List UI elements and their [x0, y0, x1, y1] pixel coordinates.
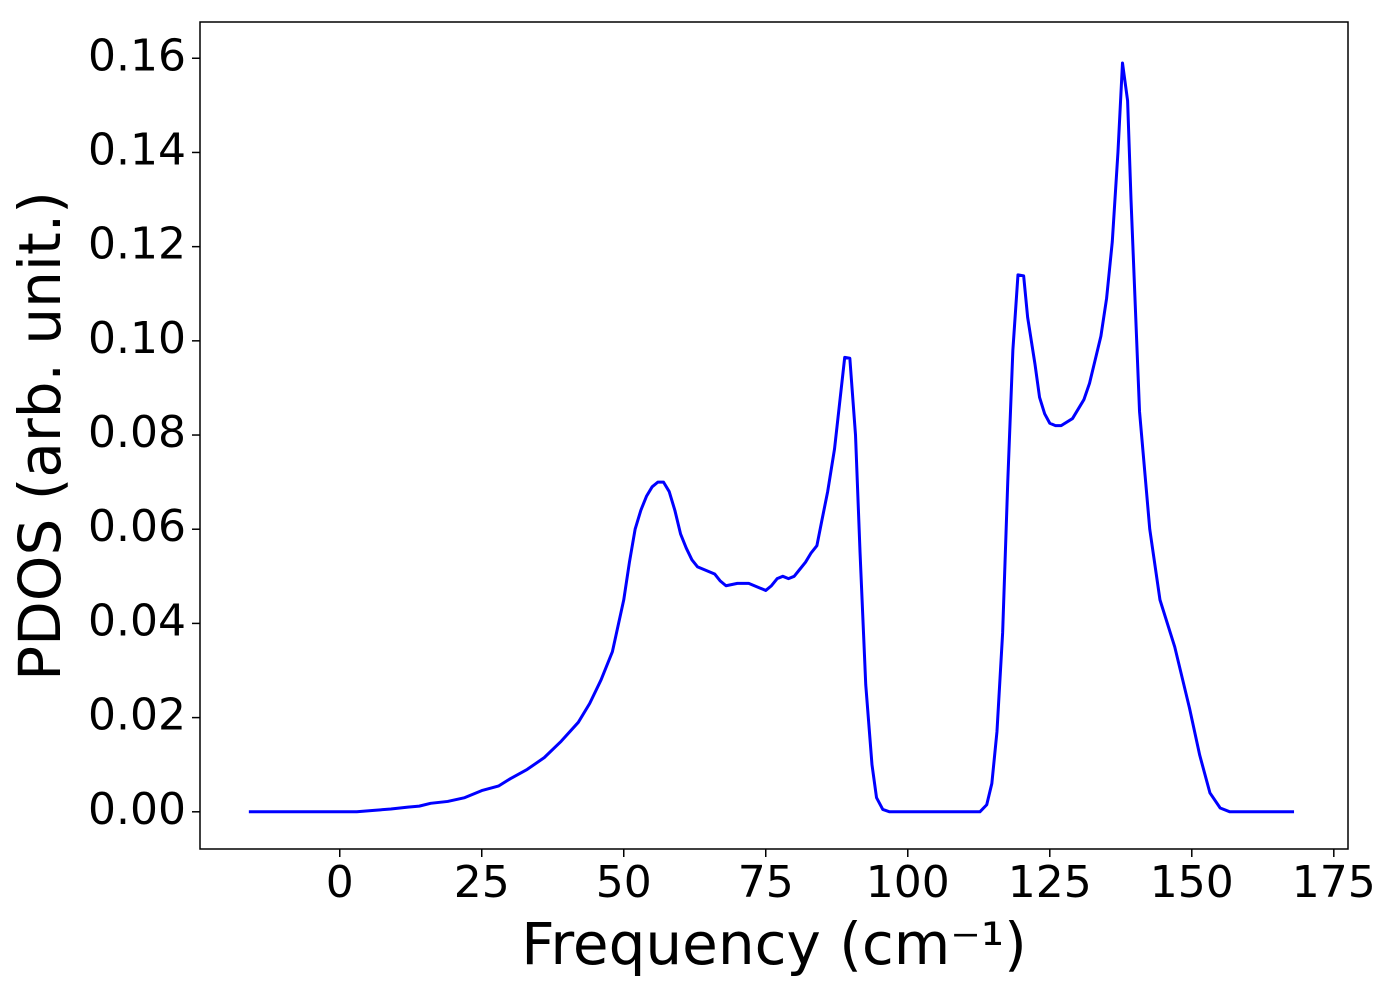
y-tick-label: 0.16: [88, 30, 186, 81]
y-axis-label: PDOS (arb. unit.): [6, 191, 74, 681]
y-tick-label: 0.12: [88, 219, 186, 270]
x-tick-label: 0: [326, 857, 354, 908]
x-tick-label: 125: [1008, 857, 1092, 908]
x-tick-label: 100: [866, 857, 950, 908]
x-axis-label: Frequency (cm⁻¹): [521, 910, 1027, 978]
y-tick-label: 0.14: [88, 124, 186, 175]
y-tick-label: 0.00: [88, 784, 186, 835]
x-tick-label: 50: [596, 857, 652, 908]
y-tick-label: 0.06: [88, 501, 186, 552]
data-line: [248, 61, 1295, 814]
plot-frame: [199, 21, 1349, 850]
y-tick-label: 0.04: [88, 595, 186, 646]
x-tick-label: 175: [1292, 857, 1376, 908]
x-tick-label: 25: [454, 857, 510, 908]
y-tick-label: 0.10: [88, 313, 186, 364]
y-tick-label: 0.02: [88, 690, 186, 741]
x-tick-label: 75: [738, 857, 794, 908]
x-tick-label: 150: [1150, 857, 1234, 908]
y-tick-label: 0.08: [88, 407, 186, 458]
